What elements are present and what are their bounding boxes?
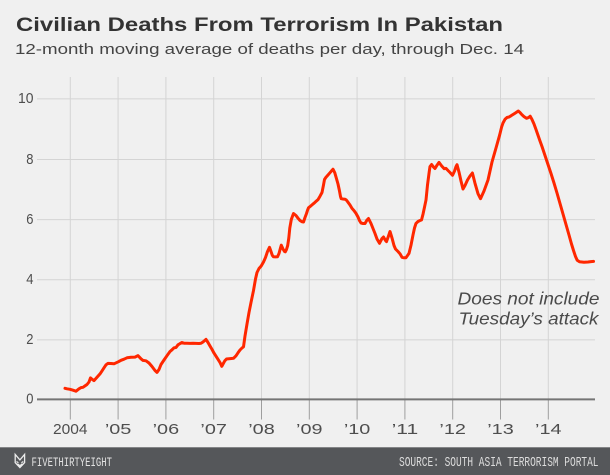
svg-text:Tuesday’s attack: Tuesday’s attack bbox=[459, 309, 600, 329]
svg-text:2: 2 bbox=[26, 331, 33, 348]
svg-text:10: 10 bbox=[18, 90, 34, 107]
svg-text:SOURCE: SOUTH ASIA TERRORISM P: SOURCE: SOUTH ASIA TERRORISM PORTAL bbox=[399, 455, 599, 471]
svg-text:’08: ’08 bbox=[248, 421, 275, 438]
svg-text:’12: ’12 bbox=[439, 421, 466, 438]
svg-text:6: 6 bbox=[26, 211, 33, 228]
svg-text:0: 0 bbox=[26, 391, 33, 408]
svg-text:8: 8 bbox=[26, 151, 33, 168]
svg-text:’10: ’10 bbox=[344, 421, 371, 438]
svg-text:Civilian Deaths From Terrorism: Civilian Deaths From Terrorism In Pakist… bbox=[16, 14, 503, 36]
svg-text:4: 4 bbox=[26, 271, 33, 288]
svg-text:12-month moving average of dea: 12-month moving average of deaths per da… bbox=[15, 41, 524, 58]
svg-text:FIVETHIRTYEIGHT: FIVETHIRTYEIGHT bbox=[32, 455, 113, 470]
svg-text:’06: ’06 bbox=[153, 421, 180, 438]
svg-text:Does not include: Does not include bbox=[458, 289, 600, 309]
svg-text:’05: ’05 bbox=[105, 421, 132, 438]
svg-text:2004: 2004 bbox=[53, 421, 88, 438]
svg-text:’07: ’07 bbox=[200, 421, 227, 438]
svg-text:’09: ’09 bbox=[296, 421, 323, 438]
svg-text:’13: ’13 bbox=[487, 421, 514, 438]
svg-text:’14: ’14 bbox=[535, 421, 562, 438]
svg-text:’11: ’11 bbox=[392, 421, 419, 438]
